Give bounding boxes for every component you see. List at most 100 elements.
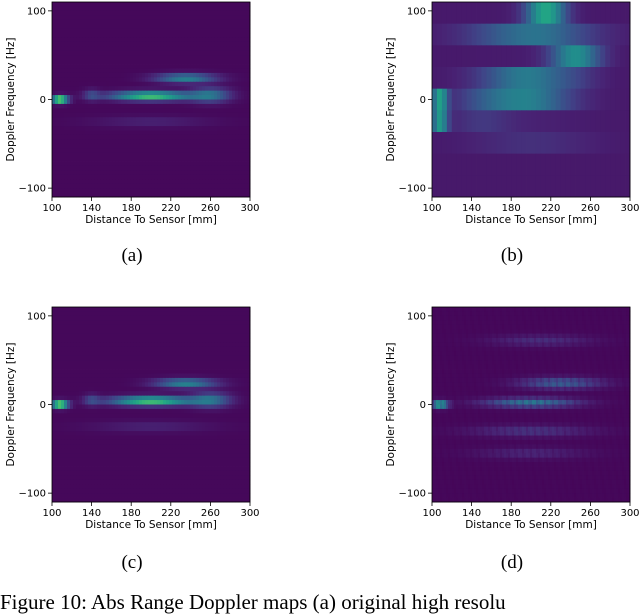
heatmap-cell — [142, 356, 145, 361]
heatmap-cell — [112, 11, 115, 16]
heatmap-cell — [521, 2, 526, 24]
heatmap-cell — [187, 175, 190, 180]
heatmap-cell — [229, 409, 232, 414]
heatmap-cell — [235, 387, 238, 392]
heatmap-cell — [202, 179, 205, 184]
heatmap-cell — [124, 95, 127, 100]
heatmap-cell — [160, 170, 163, 175]
heatmap-cell — [187, 360, 190, 365]
heatmap-cell — [190, 135, 193, 140]
heatmap-cell — [157, 157, 160, 162]
heatmap-cell — [241, 396, 244, 401]
heatmap-cell — [226, 55, 229, 60]
heatmap-cell — [73, 46, 76, 51]
heatmap-cell — [148, 188, 151, 193]
heatmap-cell — [193, 148, 196, 153]
heatmap-cell — [157, 391, 160, 396]
heatmap-cell — [202, 387, 205, 392]
heatmap-cell — [220, 24, 223, 29]
heatmap-cell — [541, 67, 546, 89]
heatmap-cell — [112, 95, 115, 100]
heatmap-cell — [97, 400, 100, 405]
heatmap-cell — [112, 113, 115, 118]
heatmap-cell — [190, 117, 193, 122]
heatmap-cell — [595, 45, 600, 67]
heatmap-cell — [136, 139, 139, 144]
heatmap-cell — [457, 24, 462, 46]
heatmap-cell — [220, 179, 223, 184]
heatmap-cell — [112, 405, 115, 410]
heatmap-cell — [208, 320, 211, 325]
heatmap-cell — [238, 37, 241, 42]
heatmap-cell — [477, 67, 482, 89]
heatmap-cell — [223, 24, 226, 29]
heatmap-cell — [70, 162, 73, 167]
heatmap-cell — [145, 139, 148, 144]
heatmap-cell — [208, 316, 211, 321]
heatmap-cell — [133, 356, 136, 361]
heatmap-cell — [202, 37, 205, 42]
heatmap-cell — [97, 51, 100, 56]
heatmap-cell — [139, 6, 142, 11]
heatmap-cell — [154, 42, 157, 47]
heatmap-cell — [571, 132, 576, 154]
heatmap-cell — [163, 188, 166, 193]
heatmap-cell — [202, 360, 205, 365]
heatmap-cell — [223, 373, 226, 378]
heatmap-cell — [121, 188, 124, 193]
heatmap-cell — [139, 418, 142, 423]
heatmap-cell — [238, 320, 241, 325]
heatmap-cell — [103, 373, 106, 378]
heatmap-cell — [196, 64, 199, 69]
heatmap-cell — [193, 413, 196, 418]
heatmap-cell — [187, 104, 190, 109]
heatmap-cell — [58, 307, 61, 312]
heatmap-cell — [94, 20, 97, 25]
heatmap-cell — [88, 188, 91, 193]
heatmap-cell — [452, 24, 457, 46]
heatmap-cell — [142, 188, 145, 193]
heatmap-cell — [208, 360, 211, 365]
heatmap-cell — [229, 42, 232, 47]
heatmap-cell — [241, 382, 244, 387]
heatmap-cell — [79, 387, 82, 392]
heatmap-cell — [133, 104, 136, 109]
heatmap-cell — [88, 400, 91, 405]
heatmap-cell — [217, 64, 220, 69]
heatmap-cell — [61, 11, 64, 16]
heatmap-cell — [88, 33, 91, 38]
heatmap-cell — [244, 144, 247, 149]
heatmap-cell — [160, 82, 163, 87]
heatmap-cell — [145, 316, 148, 321]
heatmap-cell — [109, 413, 112, 418]
heatmap-cell — [154, 77, 157, 82]
heatmap-cell — [163, 347, 166, 352]
heatmap-cell — [244, 15, 247, 20]
heatmap-cell — [142, 166, 145, 171]
heatmap-cell — [88, 15, 91, 20]
heatmap-cell — [136, 91, 139, 96]
heatmap-cell — [109, 126, 112, 131]
heatmap-cell — [76, 396, 79, 401]
heatmap-cell — [223, 334, 226, 339]
heatmap-cell — [148, 64, 151, 69]
heatmap-cell — [70, 166, 73, 171]
heatmap-cell — [526, 45, 531, 67]
heatmap-cell — [100, 325, 103, 330]
heatmap-cell — [130, 68, 133, 73]
heatmap-cell — [178, 2, 181, 7]
heatmap-cell — [190, 91, 193, 96]
heatmap-cell — [64, 400, 67, 405]
heatmap-cell — [175, 68, 178, 73]
heatmap-cell — [55, 157, 58, 162]
heatmap-cell — [76, 387, 79, 392]
heatmap-cell — [220, 307, 223, 312]
heatmap-cell — [79, 409, 82, 414]
heatmap-cell — [67, 15, 70, 20]
heatmap-cell — [127, 347, 130, 352]
heatmap-cell — [169, 64, 172, 69]
heatmap-cell — [187, 162, 190, 167]
heatmap-cell — [166, 405, 169, 410]
heatmap-cell — [64, 391, 67, 396]
heatmap-cell — [172, 365, 175, 370]
